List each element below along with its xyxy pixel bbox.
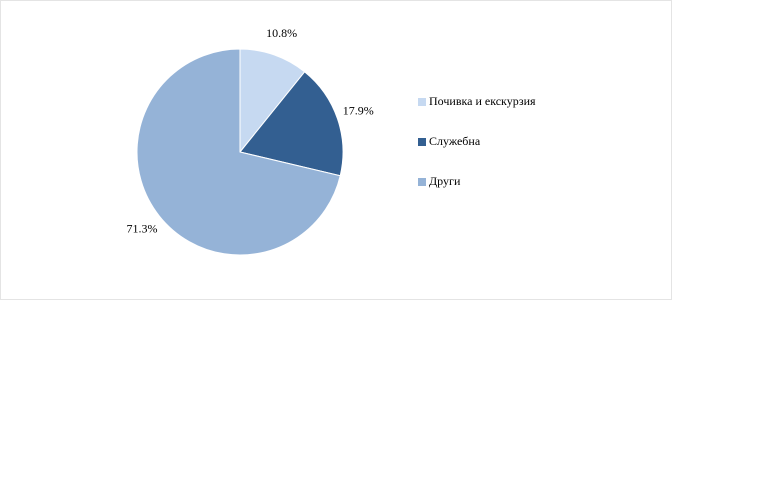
- legend-label: Почивка и екскурзия: [429, 94, 536, 108]
- data-label: 10.8%: [266, 26, 297, 40]
- pie-slice: [239, 48, 306, 154]
- legend-swatch: [418, 138, 426, 146]
- legend-swatch: [418, 98, 426, 106]
- legend-swatch: [418, 178, 426, 186]
- pie-slice: [239, 71, 344, 177]
- pie-slice: [136, 48, 341, 256]
- data-label: 17.9%: [343, 103, 374, 117]
- data-label: 71.3%: [126, 221, 157, 235]
- legend-label: Други: [429, 174, 461, 188]
- legend-label: Служебна: [429, 134, 481, 148]
